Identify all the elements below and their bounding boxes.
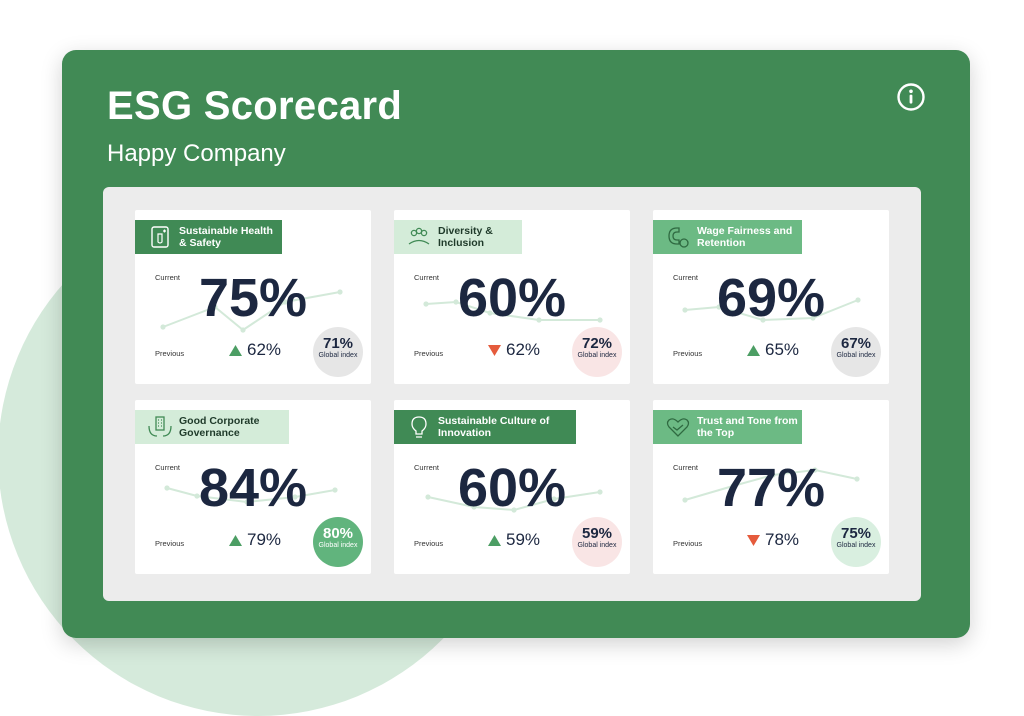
- previous-value: 59%: [488, 530, 540, 550]
- metric-card[interactable]: Wage Fairness and Retention Current 69% …: [653, 210, 889, 384]
- trend-up-icon: [229, 344, 242, 356]
- category-tag: Trust and Tone from the Top: [653, 410, 802, 444]
- metric-card[interactable]: Diversity & Inclusion Current 60% Previo…: [394, 210, 630, 384]
- health-safety-icon: [151, 226, 169, 248]
- metric-card[interactable]: Good Corporate Governance Current 84% Pr…: [135, 400, 371, 574]
- trend-up-icon: [488, 534, 501, 546]
- current-value: 77%: [716, 458, 826, 518]
- trend-up-icon: [747, 344, 760, 356]
- previous-value: 79%: [229, 530, 281, 550]
- esg-scorecard-panel: ESG Scorecard Happy Company Sustainable …: [62, 50, 970, 638]
- previous-label: Previous: [673, 539, 703, 548]
- building-hands-icon: [148, 416, 172, 437]
- trend-down-icon: [488, 344, 501, 356]
- handshake-heart-icon: [666, 418, 690, 437]
- current-value: 69%: [716, 268, 826, 328]
- company-name: Happy Company: [107, 140, 286, 167]
- metric-card[interactable]: Sustainable Culture of Innovation Curren…: [394, 400, 630, 574]
- lightbulb-icon: [411, 416, 427, 438]
- current-value: 84%: [198, 458, 308, 518]
- previous-value: 65%: [747, 340, 799, 360]
- current-label: Current: [155, 463, 181, 472]
- previous-label: Previous: [414, 349, 444, 358]
- global-index-badge: 71% Global index: [313, 327, 363, 377]
- magnet-coin-icon: [668, 227, 689, 248]
- global-index-badge: 75% Global index: [831, 517, 881, 567]
- global-index-badge: 67% Global index: [831, 327, 881, 377]
- category-tag: Diversity & Inclusion: [394, 220, 522, 254]
- category-tag: Wage Fairness and Retention: [653, 220, 802, 254]
- previous-label: Previous: [414, 539, 444, 548]
- category-tag: Good Corporate Governance: [135, 410, 289, 444]
- previous-label: Previous: [155, 539, 185, 548]
- previous-label: Previous: [673, 349, 703, 358]
- current-label: Current: [414, 463, 440, 472]
- previous-value: 62%: [488, 340, 540, 360]
- global-index-badge: 80% Global index: [313, 517, 363, 567]
- metric-card[interactable]: Sustainable Health & Safety Current 75% …: [135, 210, 371, 384]
- current-value: 60%: [457, 268, 567, 328]
- people-group-icon: [408, 227, 430, 245]
- previous-value: 78%: [747, 530, 799, 550]
- current-value: 60%: [457, 458, 567, 518]
- info-icon[interactable]: [896, 82, 926, 112]
- current-label: Current: [414, 273, 440, 282]
- global-index-badge: 59% Global index: [572, 517, 622, 567]
- current-value: 75%: [198, 268, 308, 328]
- current-label: Current: [673, 463, 699, 472]
- previous-label: Previous: [155, 349, 185, 358]
- current-label: Current: [155, 273, 181, 282]
- trend-up-icon: [229, 534, 242, 546]
- scorecard-grid: Sustainable Health & Safety Current 75% …: [103, 187, 921, 601]
- page-title: ESG Scorecard: [107, 84, 403, 128]
- current-label: Current: [673, 273, 699, 282]
- metric-card[interactable]: Trust and Tone from the Top Current 77% …: [653, 400, 889, 574]
- global-index-badge: 72% Global index: [572, 327, 622, 377]
- trend-down-icon: [747, 534, 760, 546]
- category-tag: Sustainable Culture of Innovation: [394, 410, 576, 444]
- previous-value: 62%: [229, 340, 281, 360]
- category-tag: Sustainable Health & Safety: [135, 220, 282, 254]
